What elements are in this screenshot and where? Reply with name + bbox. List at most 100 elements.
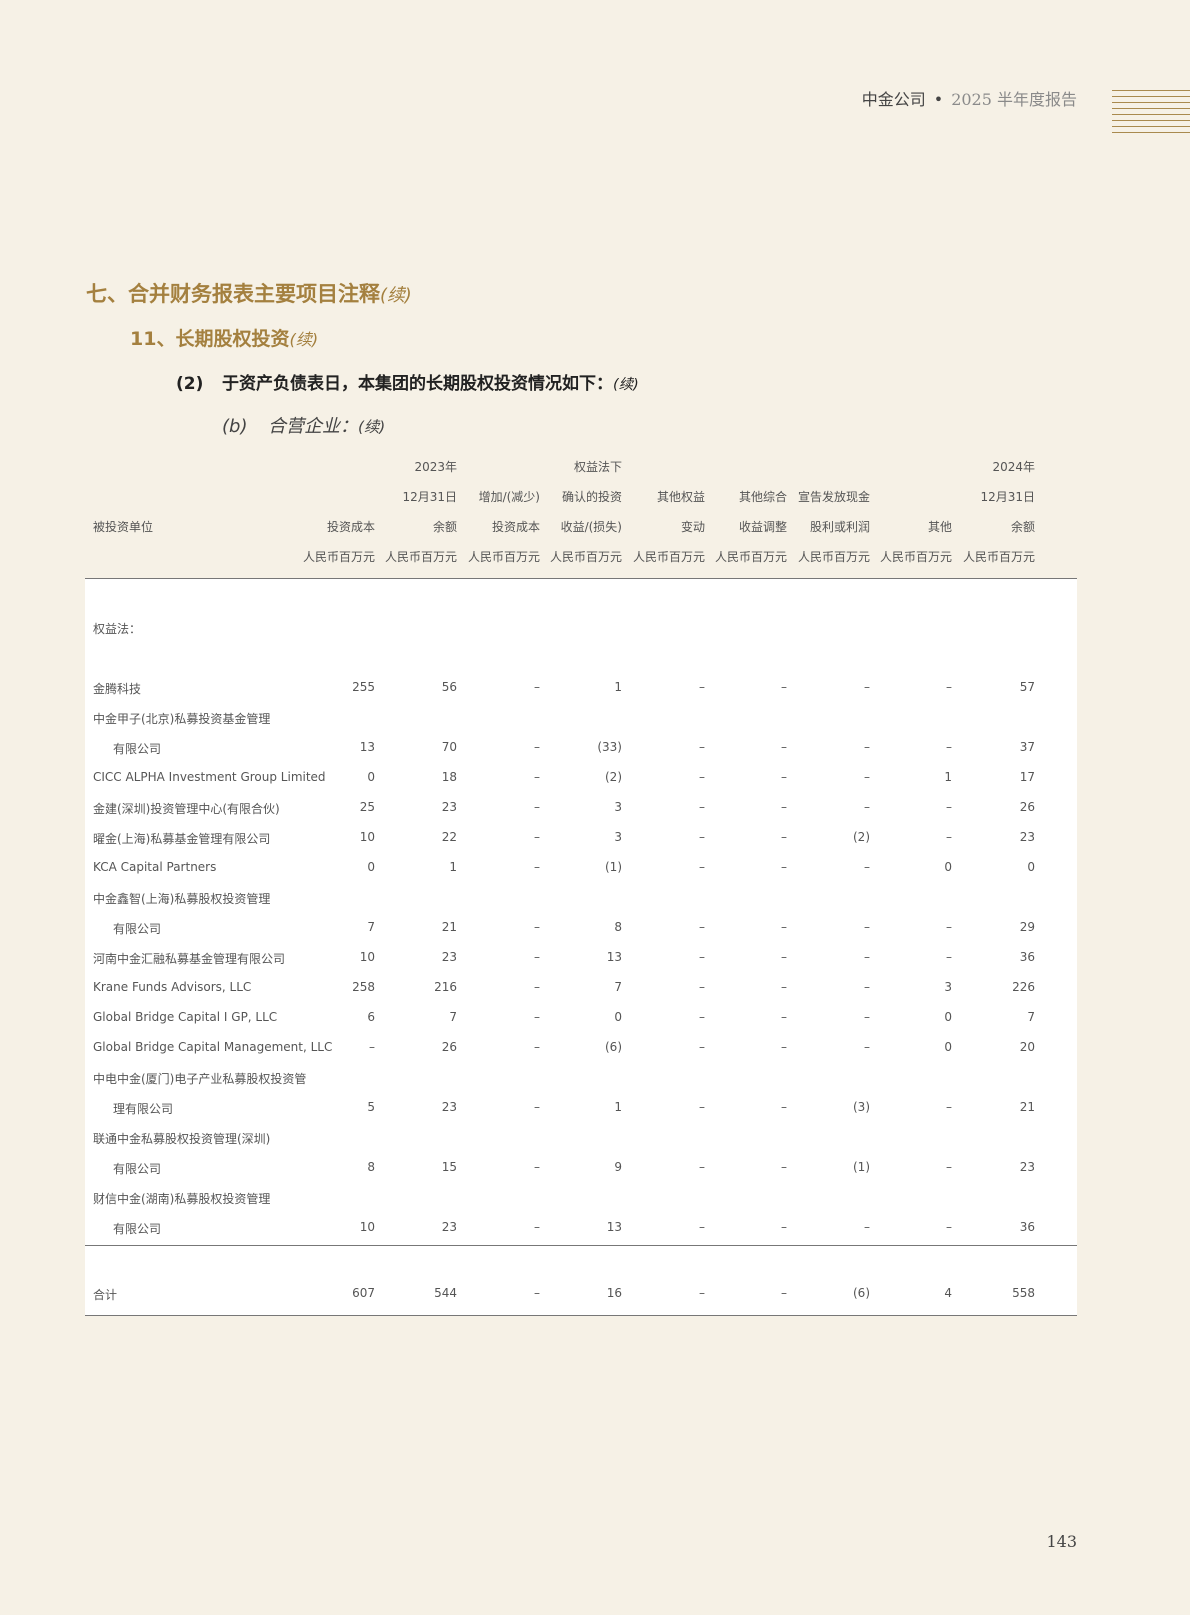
table-row: Global Bridge Capital Management, LLC – 26… [85, 1040, 1077, 1060]
value-cell: 36 [1019, 1220, 1035, 1234]
value-cell: 23 [441, 800, 457, 814]
value-cell: 36 [1019, 950, 1035, 964]
value-cell: 23 [441, 1100, 457, 1114]
header-cell: 2024年 [992, 460, 1035, 474]
row-name: 有限公司 [113, 742, 162, 756]
value-cell: – [534, 1286, 540, 1300]
value-cell: – [781, 1100, 787, 1114]
table-row: 有限公司 7 21 – 8 – – – – 29 [85, 920, 1077, 940]
table-row: 河南中金汇融私募基金管理有限公司 10 23 – 13 – – – – 36 [85, 950, 1077, 970]
value-cell: – [699, 980, 705, 994]
value-cell: – [534, 830, 540, 844]
row-name: 理有限公司 [113, 1102, 174, 1116]
table-row: KCA Capital Partners 0 1 – (1) – – – 0 0 [85, 860, 1077, 880]
value-cell: 255 [352, 680, 375, 694]
value-cell: 6 [367, 1010, 375, 1024]
value-cell: – [699, 1100, 705, 1114]
total-row: 合计 607 544 – 16 – – (6) 4 558 [85, 1286, 1077, 1306]
value-cell: 558 [1012, 1286, 1035, 1300]
value-cell: – [699, 800, 705, 814]
header-row: 被投资单位 投资成本 余额 投资成本 收益/(损失) 变动 收益调整 股利或利润 其他 余额 [85, 518, 1077, 538]
value-cell: – [534, 770, 540, 784]
value-cell: – [781, 920, 787, 934]
table-row: 有限公司 10 23 – 13 – – – – 36 [85, 1220, 1077, 1240]
table-row: 财信中金(湖南)私募股权投资管理 [85, 1190, 1077, 1210]
value-cell: – [864, 980, 870, 994]
table-row: 有限公司 8 15 – 9 – – (1) – 23 [85, 1160, 1077, 1180]
value-cell: 3 [614, 800, 622, 814]
value-cell: – [699, 1040, 705, 1054]
value-cell: – [781, 680, 787, 694]
header-cell: 投资成本 [326, 520, 375, 534]
value-cell: – [781, 1286, 787, 1300]
value-cell: 22 [441, 830, 457, 844]
value-cell: – [781, 1160, 787, 1174]
value-cell: 13 [606, 950, 622, 964]
table-row: 曜金(上海)私募基金管理有限公司 10 22 – 3 – – (2) – 23 [85, 830, 1077, 850]
value-cell: 0 [367, 770, 375, 784]
total-rule [85, 1245, 1077, 1246]
value-cell: 0 [944, 1010, 952, 1024]
value-cell: 18 [441, 770, 457, 784]
value-cell: – [864, 920, 870, 934]
value-cell: (33) [597, 740, 622, 754]
bottom-rule [85, 1315, 1077, 1316]
value-cell: – [699, 920, 705, 934]
header-cell: 12月31日 [980, 490, 1035, 504]
row-name: 中电中金(厦门)电子产业私募股权投资管 [93, 1072, 307, 1086]
value-cell: – [781, 830, 787, 844]
header-cell: 人民币百万元 [797, 550, 870, 564]
header-cell: 权益法下 [573, 460, 622, 474]
value-cell: 1 [614, 680, 622, 694]
table-body-background [85, 578, 1077, 1315]
separator: • [933, 90, 944, 109]
value-cell: 21 [441, 920, 457, 934]
value-cell: – [946, 920, 952, 934]
value-cell: 216 [434, 980, 457, 994]
value-cell: 4 [944, 1286, 952, 1300]
value-cell: 226 [1012, 980, 1035, 994]
header-row: 12月31日 增加/(减少) 确认的投资 其他权益 其他综合 宣告发放现金 12月31日 [85, 488, 1077, 508]
row-name: 财信中金(湖南)私募股权投资管理 [93, 1192, 271, 1206]
value-cell: – [534, 1100, 540, 1114]
value-cell: (1) [853, 1160, 870, 1174]
value-cell: – [781, 740, 787, 754]
table-row: Global Bridge Capital I GP, LLC 6 7 – 0 – – – 0 7 [85, 1010, 1077, 1030]
value-cell: 258 [352, 980, 375, 994]
value-cell: 26 [1019, 800, 1035, 814]
value-cell: – [781, 1040, 787, 1054]
value-cell: – [699, 1286, 705, 1300]
value-cell: 3 [944, 980, 952, 994]
row-name: 有限公司 [113, 1222, 162, 1236]
table-row: 中金鑫智(上海)私募股权投资管理 [85, 890, 1077, 910]
row-name: 曜金(上海)私募基金管理有限公司 [93, 832, 271, 846]
value-cell: 23 [1019, 830, 1035, 844]
value-cell: – [699, 1010, 705, 1024]
value-cell: – [864, 1220, 870, 1234]
value-cell: – [781, 1010, 787, 1024]
header-cell: 增加/(减少) [478, 490, 540, 504]
value-cell: (2) [605, 770, 622, 784]
value-cell: 70 [441, 740, 457, 754]
value-cell: 7 [367, 920, 375, 934]
table-row: 中金甲子(北京)私募投资基金管理 [85, 710, 1077, 730]
value-cell: 25 [359, 800, 375, 814]
header-cell: 人民币百万元 [632, 550, 705, 564]
header-cell: 人民币百万元 [384, 550, 457, 564]
value-cell: 0 [614, 1010, 622, 1024]
value-cell: – [699, 950, 705, 964]
header-cell: 2023年 [414, 460, 457, 474]
value-cell: 3 [614, 830, 622, 844]
value-cell: 57 [1019, 680, 1035, 694]
value-cell: – [864, 950, 870, 964]
value-cell: – [699, 770, 705, 784]
header-cell: 人民币百万元 [549, 550, 622, 564]
item-title: (2) 于资产负债表日，本集团的长期股权投资情况如下：(续) [176, 374, 639, 394]
value-cell: 10 [359, 950, 375, 964]
row-name: Global Bridge Capital I GP, LLC [93, 1010, 278, 1024]
value-cell: 7 [614, 980, 622, 994]
row-name: 合计 [93, 1288, 118, 1302]
value-cell: 544 [434, 1286, 457, 1300]
value-cell: – [864, 1040, 870, 1054]
